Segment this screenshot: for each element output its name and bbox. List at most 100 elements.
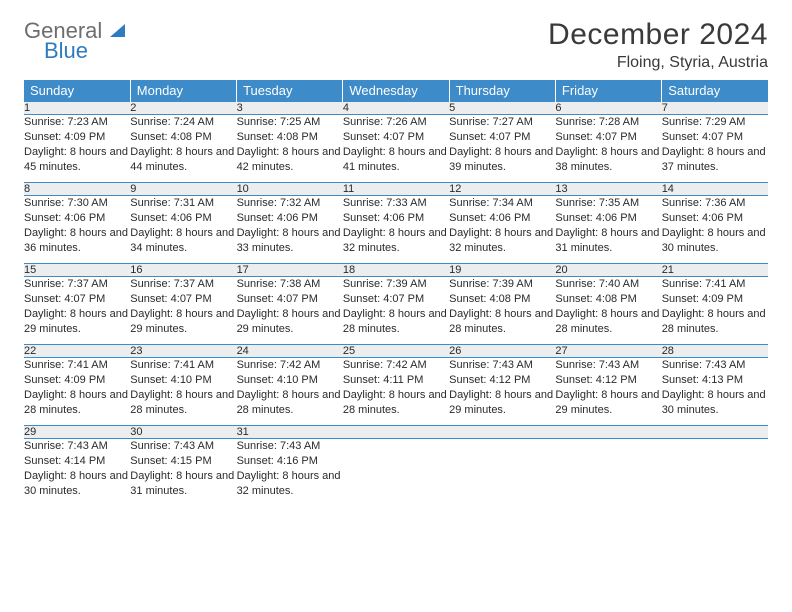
day-number-cell: 10 [237, 183, 343, 196]
day-content-cell: Sunrise: 7:31 AMSunset: 4:06 PMDaylight:… [130, 196, 236, 264]
day-content-cell: Sunrise: 7:41 AMSunset: 4:10 PMDaylight:… [130, 358, 236, 426]
daylight-line: Daylight: 8 hours and 28 minutes. [24, 388, 130, 418]
sunrise-line: Sunrise: 7:39 AM [343, 277, 449, 292]
sunset-line: Sunset: 4:11 PM [343, 373, 449, 388]
day-content-cell: Sunrise: 7:37 AMSunset: 4:07 PMDaylight:… [130, 277, 236, 345]
daylight-line: Daylight: 8 hours and 31 minutes. [130, 469, 236, 499]
day-content-cell: Sunrise: 7:43 AMSunset: 4:14 PMDaylight:… [24, 439, 130, 507]
day-content-cell: Sunrise: 7:43 AMSunset: 4:12 PMDaylight:… [555, 358, 661, 426]
day-number-cell: 7 [662, 102, 768, 115]
day-content-cell: Sunrise: 7:30 AMSunset: 4:06 PMDaylight:… [24, 196, 130, 264]
sunset-line: Sunset: 4:08 PM [237, 130, 343, 145]
day-content-cell: Sunrise: 7:37 AMSunset: 4:07 PMDaylight:… [24, 277, 130, 345]
day-number-cell: 11 [343, 183, 449, 196]
day-content-cell: Sunrise: 7:42 AMSunset: 4:10 PMDaylight:… [237, 358, 343, 426]
day-content-cell: Sunrise: 7:32 AMSunset: 4:06 PMDaylight:… [237, 196, 343, 264]
day-content-cell: Sunrise: 7:39 AMSunset: 4:07 PMDaylight:… [343, 277, 449, 345]
daylight-line: Daylight: 8 hours and 33 minutes. [237, 226, 343, 256]
day-number-cell: 13 [555, 183, 661, 196]
day-number-cell: 21 [662, 264, 768, 277]
sunset-line: Sunset: 4:07 PM [24, 292, 130, 307]
daylight-line: Daylight: 8 hours and 29 minutes. [449, 388, 555, 418]
weekday-header: Wednesday [343, 80, 449, 102]
sunrise-line: Sunrise: 7:43 AM [130, 439, 236, 454]
daylight-line: Daylight: 8 hours and 32 minutes. [343, 226, 449, 256]
sunrise-line: Sunrise: 7:43 AM [555, 358, 661, 373]
weekday-header: Friday [555, 80, 661, 102]
sunrise-line: Sunrise: 7:37 AM [24, 277, 130, 292]
day-number-cell: 1 [24, 102, 130, 115]
day-content-row: Sunrise: 7:23 AMSunset: 4:09 PMDaylight:… [24, 115, 768, 183]
sunrise-line: Sunrise: 7:42 AM [237, 358, 343, 373]
daylight-line: Daylight: 8 hours and 45 minutes. [24, 145, 130, 175]
sunset-line: Sunset: 4:16 PM [237, 454, 343, 469]
day-number-row: 22232425262728 [24, 345, 768, 358]
daylight-line: Daylight: 8 hours and 28 minutes. [449, 307, 555, 337]
weekday-header: Tuesday [237, 80, 343, 102]
sunrise-line: Sunrise: 7:39 AM [449, 277, 555, 292]
sunset-line: Sunset: 4:14 PM [24, 454, 130, 469]
sunset-line: Sunset: 4:06 PM [662, 211, 768, 226]
brand-logo: General Blue [24, 18, 154, 62]
day-content-cell: Sunrise: 7:24 AMSunset: 4:08 PMDaylight:… [130, 115, 236, 183]
sunset-line: Sunset: 4:07 PM [555, 130, 661, 145]
day-content-cell: Sunrise: 7:25 AMSunset: 4:08 PMDaylight:… [237, 115, 343, 183]
daylight-line: Daylight: 8 hours and 28 minutes. [343, 307, 449, 337]
sunrise-line: Sunrise: 7:26 AM [343, 115, 449, 130]
daylight-line: Daylight: 8 hours and 30 minutes. [662, 388, 768, 418]
day-number-cell: 6 [555, 102, 661, 115]
day-number-cell: 2 [130, 102, 236, 115]
day-content-cell [662, 439, 768, 507]
daylight-line: Daylight: 8 hours and 28 minutes. [555, 307, 661, 337]
day-content-cell [449, 439, 555, 507]
sunrise-line: Sunrise: 7:30 AM [24, 196, 130, 211]
sunrise-line: Sunrise: 7:28 AM [555, 115, 661, 130]
day-content-cell [555, 439, 661, 507]
brand-triangle-icon [110, 24, 125, 37]
sunrise-line: Sunrise: 7:41 AM [662, 277, 768, 292]
day-content-cell: Sunrise: 7:43 AMSunset: 4:15 PMDaylight:… [130, 439, 236, 507]
weekday-header: Thursday [449, 80, 555, 102]
day-number-cell: 20 [555, 264, 661, 277]
sunrise-line: Sunrise: 7:35 AM [555, 196, 661, 211]
day-number-row: 891011121314 [24, 183, 768, 196]
daylight-line: Daylight: 8 hours and 29 minutes. [24, 307, 130, 337]
sunset-line: Sunset: 4:06 PM [237, 211, 343, 226]
sunrise-line: Sunrise: 7:29 AM [662, 115, 768, 130]
day-content-cell: Sunrise: 7:29 AMSunset: 4:07 PMDaylight:… [662, 115, 768, 183]
daylight-line: Daylight: 8 hours and 29 minutes. [130, 307, 236, 337]
day-content-cell: Sunrise: 7:43 AMSunset: 4:16 PMDaylight:… [237, 439, 343, 507]
day-number-cell: 30 [130, 426, 236, 439]
sunset-line: Sunset: 4:08 PM [555, 292, 661, 307]
day-number-cell: 12 [449, 183, 555, 196]
day-content-row: Sunrise: 7:30 AMSunset: 4:06 PMDaylight:… [24, 196, 768, 264]
day-content-cell: Sunrise: 7:40 AMSunset: 4:08 PMDaylight:… [555, 277, 661, 345]
sunset-line: Sunset: 4:07 PM [343, 292, 449, 307]
brand-line2: Blue [44, 38, 88, 64]
day-number-cell: 24 [237, 345, 343, 358]
day-number-cell: 29 [24, 426, 130, 439]
sunset-line: Sunset: 4:06 PM [24, 211, 130, 226]
daylight-line: Daylight: 8 hours and 30 minutes. [24, 469, 130, 499]
day-content-cell: Sunrise: 7:34 AMSunset: 4:06 PMDaylight:… [449, 196, 555, 264]
sunrise-line: Sunrise: 7:34 AM [449, 196, 555, 211]
sunset-line: Sunset: 4:09 PM [662, 292, 768, 307]
day-number-cell [555, 426, 661, 439]
day-content-cell: Sunrise: 7:43 AMSunset: 4:12 PMDaylight:… [449, 358, 555, 426]
day-content-cell: Sunrise: 7:42 AMSunset: 4:11 PMDaylight:… [343, 358, 449, 426]
sunrise-line: Sunrise: 7:43 AM [24, 439, 130, 454]
weekday-header: Sunday [24, 80, 130, 102]
daylight-line: Daylight: 8 hours and 28 minutes. [662, 307, 768, 337]
day-number-cell: 18 [343, 264, 449, 277]
sunset-line: Sunset: 4:06 PM [130, 211, 236, 226]
sunset-line: Sunset: 4:08 PM [449, 292, 555, 307]
sunrise-line: Sunrise: 7:38 AM [237, 277, 343, 292]
day-content-cell: Sunrise: 7:38 AMSunset: 4:07 PMDaylight:… [237, 277, 343, 345]
sunset-line: Sunset: 4:07 PM [449, 130, 555, 145]
daylight-line: Daylight: 8 hours and 44 minutes. [130, 145, 236, 175]
daylight-line: Daylight: 8 hours and 39 minutes. [449, 145, 555, 175]
sunset-line: Sunset: 4:10 PM [130, 373, 236, 388]
sunset-line: Sunset: 4:10 PM [237, 373, 343, 388]
day-number-cell [662, 426, 768, 439]
sunset-line: Sunset: 4:06 PM [555, 211, 661, 226]
